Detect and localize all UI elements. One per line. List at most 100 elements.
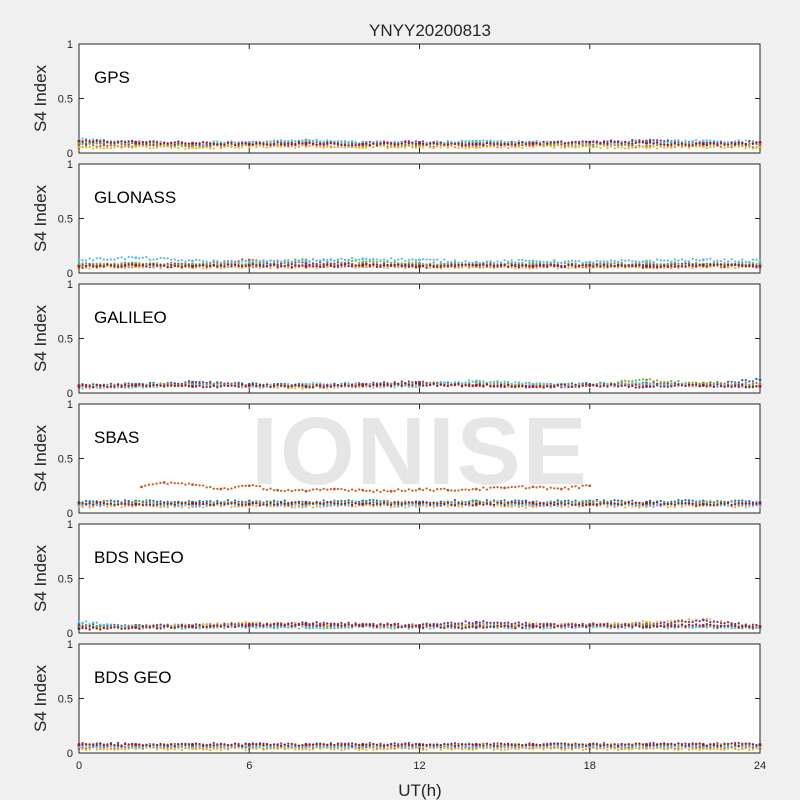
scatter-point xyxy=(453,146,457,149)
scatter-point xyxy=(311,265,315,268)
scatter-point xyxy=(354,266,357,269)
scatter-point xyxy=(624,259,627,262)
scatter-point xyxy=(280,264,283,268)
scatter-point xyxy=(351,384,354,387)
scatter-point xyxy=(425,266,428,269)
scatter-point xyxy=(283,143,286,146)
scatter-point xyxy=(546,265,549,268)
scatter-point xyxy=(173,482,176,485)
scatter-point xyxy=(379,259,382,262)
scatter-point xyxy=(372,146,375,149)
scatter-point xyxy=(751,139,755,142)
scatter-point xyxy=(226,265,230,268)
scatter-point xyxy=(280,262,283,266)
scatter-point xyxy=(202,383,205,386)
scatter-point xyxy=(464,263,467,266)
scatter-point xyxy=(351,262,354,266)
scatter-point xyxy=(510,264,513,267)
scatter-point xyxy=(684,143,687,146)
scatter-point xyxy=(549,263,552,266)
scatter-point xyxy=(180,265,183,269)
scatter-point xyxy=(347,382,350,386)
data-point xyxy=(134,140,138,144)
scatter-point xyxy=(148,258,152,261)
scatter-point xyxy=(592,383,595,386)
scatter-point xyxy=(155,257,159,261)
scatter-point xyxy=(379,140,382,143)
scatter-point xyxy=(613,383,616,386)
scatter-point xyxy=(460,143,464,147)
scatter-point xyxy=(606,505,609,509)
scatter-point xyxy=(155,146,159,149)
scatter-point xyxy=(457,144,460,147)
scatter-point xyxy=(680,505,684,508)
scatter-point xyxy=(648,385,652,388)
scatter-point xyxy=(602,144,606,147)
scatter-point xyxy=(723,261,726,265)
scatter-point xyxy=(641,260,645,263)
scatter-point xyxy=(684,142,687,145)
scatter-point xyxy=(116,386,120,389)
scatter-point xyxy=(638,140,641,144)
scatter-point xyxy=(634,379,637,382)
scatter-point xyxy=(223,266,226,270)
scatter-point xyxy=(471,263,474,266)
scatter-point xyxy=(194,258,198,261)
y-axis-label: S4 Index xyxy=(31,64,50,132)
scatter-point xyxy=(251,385,254,388)
scatter-point xyxy=(241,146,244,149)
scatter-point xyxy=(652,142,655,145)
scatter-point xyxy=(468,144,471,148)
scatter-point xyxy=(322,263,325,266)
scatter-point xyxy=(301,384,304,387)
scatter-point xyxy=(609,264,613,267)
scatter-point xyxy=(187,506,191,509)
scatter-point xyxy=(648,259,652,262)
scatter-point xyxy=(258,386,261,389)
scatter-point xyxy=(124,143,127,146)
scatter-point xyxy=(333,145,336,149)
scatter-point xyxy=(311,262,315,265)
scatter-point xyxy=(489,380,492,384)
scatter-point xyxy=(507,260,510,263)
scatter-point xyxy=(393,143,396,147)
scatter-point xyxy=(255,484,258,488)
scatter-point xyxy=(429,258,432,261)
scatter-point xyxy=(606,140,609,143)
scatter-point xyxy=(198,384,201,387)
scatter-point xyxy=(464,383,467,387)
scatter-point xyxy=(464,488,467,491)
scatter-point xyxy=(698,263,701,267)
scatter-point xyxy=(262,145,265,149)
scatter-point xyxy=(233,263,237,266)
scatter-point xyxy=(627,264,630,267)
scatter-point xyxy=(138,264,141,267)
scatter-point xyxy=(578,385,581,388)
scatter-point xyxy=(485,383,488,386)
scatter-point xyxy=(499,383,503,387)
scatter-point xyxy=(535,267,538,270)
scatter-point xyxy=(241,383,244,386)
scatter-point xyxy=(631,505,634,508)
scatter-point xyxy=(602,266,606,269)
scatter-point xyxy=(283,259,286,262)
scatter-point xyxy=(141,266,144,269)
scatter-point xyxy=(138,262,141,265)
scatter-point xyxy=(436,145,439,148)
scatter-point xyxy=(95,142,98,145)
scatter-point xyxy=(237,385,240,388)
scatter-point xyxy=(613,147,616,150)
scatter-point xyxy=(258,266,261,270)
scatter-point xyxy=(233,146,237,149)
scatter-point xyxy=(723,141,726,144)
scatter-point xyxy=(99,256,102,260)
scatter-point xyxy=(283,145,286,148)
scatter-point xyxy=(216,263,219,266)
scatter-point xyxy=(400,501,403,504)
scatter-point xyxy=(237,259,240,263)
scatter-point xyxy=(212,142,215,145)
scatter-point xyxy=(528,267,531,270)
scatter-point xyxy=(120,264,123,267)
scatter-point xyxy=(280,145,283,148)
scatter-point xyxy=(606,260,609,263)
